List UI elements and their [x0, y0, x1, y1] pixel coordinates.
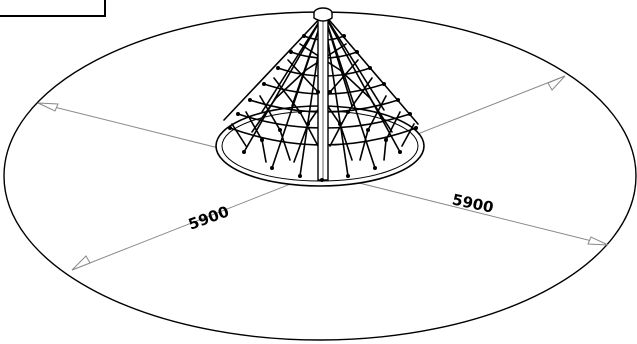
mast-cap [313, 7, 333, 22]
dimension-label-right: 5900 [451, 190, 496, 216]
title-box [0, 0, 106, 17]
arrowhead [587, 236, 609, 246]
rope-connectors [228, 34, 418, 182]
central-mast [317, 19, 329, 181]
arrowhead [71, 255, 91, 271]
arrowhead [37, 102, 59, 112]
arrowhead [547, 75, 566, 91]
dimension-label-left: 5900 [186, 202, 231, 233]
